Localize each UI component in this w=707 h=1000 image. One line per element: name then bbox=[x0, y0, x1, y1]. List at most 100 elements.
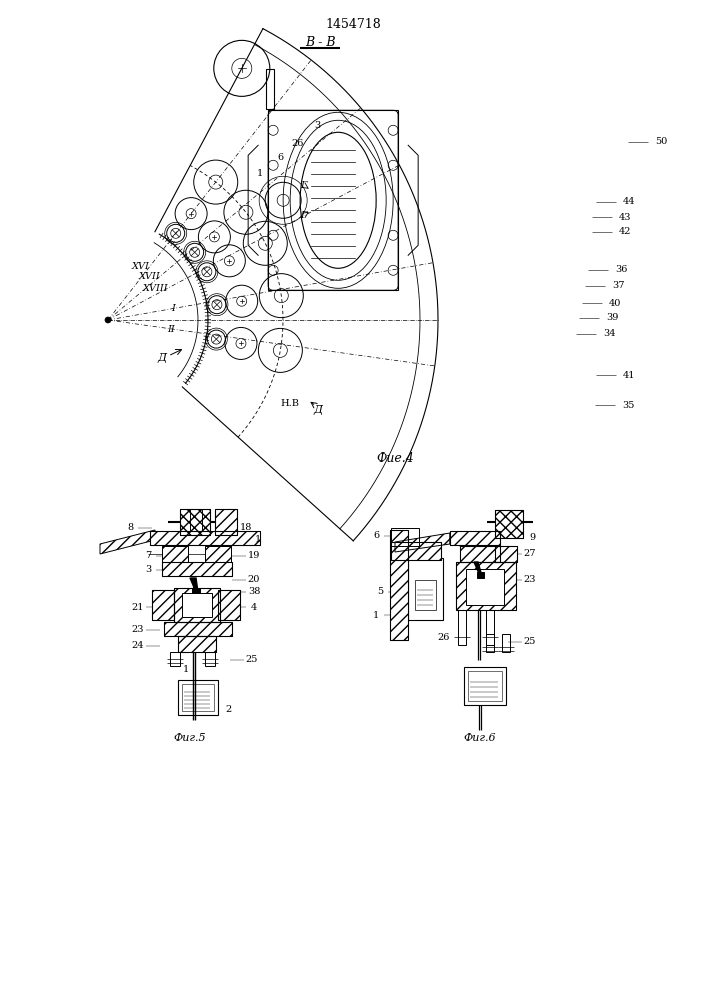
Bar bbox=[456, 562, 516, 610]
Bar bbox=[408, 558, 443, 620]
Bar bbox=[495, 546, 517, 562]
Text: 10: 10 bbox=[189, 514, 202, 522]
Text: Д: Д bbox=[313, 405, 322, 415]
Bar bbox=[477, 572, 484, 578]
Bar bbox=[458, 610, 466, 645]
Polygon shape bbox=[474, 562, 482, 576]
Bar bbox=[460, 546, 500, 562]
Text: 6: 6 bbox=[373, 532, 379, 540]
Text: 10: 10 bbox=[503, 514, 515, 522]
Bar bbox=[486, 634, 494, 652]
Text: II: II bbox=[168, 325, 175, 334]
Text: Г: Г bbox=[300, 211, 306, 220]
Text: 24: 24 bbox=[132, 642, 144, 650]
Circle shape bbox=[105, 317, 111, 323]
Bar bbox=[495, 510, 523, 538]
Text: 1: 1 bbox=[255, 536, 261, 544]
Bar bbox=[190, 509, 202, 531]
Text: 42: 42 bbox=[619, 228, 631, 236]
Text: 39: 39 bbox=[606, 314, 619, 322]
Bar bbox=[495, 510, 523, 538]
Text: XVIII: XVIII bbox=[142, 284, 168, 293]
Bar bbox=[391, 542, 441, 560]
Bar bbox=[152, 590, 174, 620]
Bar bbox=[178, 636, 216, 652]
Bar bbox=[486, 610, 494, 645]
Text: 36: 36 bbox=[615, 265, 627, 274]
Bar bbox=[391, 542, 441, 560]
Text: Д - Д: Д - Д bbox=[496, 511, 525, 521]
Text: 18: 18 bbox=[240, 524, 252, 532]
Text: 6: 6 bbox=[277, 153, 283, 162]
Bar bbox=[266, 69, 274, 109]
Polygon shape bbox=[395, 533, 450, 552]
Bar bbox=[164, 622, 232, 636]
Bar bbox=[150, 531, 260, 545]
Bar bbox=[162, 546, 188, 562]
Bar bbox=[150, 531, 260, 545]
Bar bbox=[174, 588, 220, 622]
Text: 21: 21 bbox=[132, 602, 144, 611]
Text: Н.В: Н.В bbox=[281, 399, 300, 408]
Text: Фие.4: Фие.4 bbox=[376, 452, 414, 464]
Bar bbox=[215, 509, 237, 535]
Text: 26: 26 bbox=[438, 634, 450, 643]
Bar bbox=[450, 531, 500, 545]
Text: Фиг.6: Фиг.6 bbox=[464, 733, 496, 743]
Text: 26: 26 bbox=[292, 139, 304, 148]
Text: XVI: XVI bbox=[132, 262, 150, 271]
Bar bbox=[466, 569, 504, 605]
Bar bbox=[495, 546, 517, 562]
Text: XVII: XVII bbox=[139, 272, 160, 281]
Text: I: I bbox=[171, 304, 175, 313]
Text: 9: 9 bbox=[529, 534, 535, 542]
Text: 8: 8 bbox=[127, 524, 133, 532]
Text: 34: 34 bbox=[603, 330, 616, 338]
Bar bbox=[205, 546, 231, 562]
Polygon shape bbox=[190, 578, 198, 592]
Text: 41: 41 bbox=[623, 370, 636, 379]
Text: 37: 37 bbox=[612, 282, 624, 290]
Bar bbox=[182, 593, 212, 617]
Text: 3: 3 bbox=[145, 566, 151, 574]
Bar bbox=[390, 530, 408, 640]
Text: 43: 43 bbox=[619, 213, 631, 222]
Bar bbox=[162, 562, 232, 576]
Text: 4: 4 bbox=[251, 602, 257, 611]
Text: 40: 40 bbox=[609, 298, 621, 308]
Bar bbox=[178, 636, 216, 652]
Text: 1: 1 bbox=[183, 666, 189, 674]
Text: 3: 3 bbox=[314, 120, 320, 129]
Bar bbox=[170, 652, 180, 666]
Bar bbox=[268, 110, 398, 290]
Bar bbox=[218, 590, 240, 620]
Bar bbox=[218, 590, 240, 620]
Text: 5: 5 bbox=[377, 587, 383, 596]
Bar bbox=[390, 530, 408, 640]
Text: Д: Д bbox=[158, 353, 167, 363]
Bar bbox=[164, 622, 232, 636]
Text: 1: 1 bbox=[257, 168, 263, 178]
Bar bbox=[460, 546, 500, 562]
Text: Фиг.5: Фиг.5 bbox=[174, 733, 206, 743]
Bar bbox=[391, 528, 419, 546]
Text: В - В: В - В bbox=[305, 36, 335, 49]
Circle shape bbox=[107, 319, 109, 321]
Bar bbox=[415, 580, 436, 610]
Polygon shape bbox=[100, 530, 155, 554]
Text: Г: Г bbox=[300, 181, 306, 190]
Polygon shape bbox=[450, 533, 495, 552]
Text: 20: 20 bbox=[248, 576, 260, 584]
Bar bbox=[174, 588, 220, 622]
Bar bbox=[162, 546, 188, 562]
Text: 7: 7 bbox=[145, 552, 151, 560]
Text: 1454718: 1454718 bbox=[325, 18, 381, 31]
Text: 35: 35 bbox=[622, 400, 634, 410]
Bar bbox=[468, 671, 502, 701]
Text: 25: 25 bbox=[246, 656, 258, 664]
Text: 19: 19 bbox=[248, 552, 260, 560]
Bar bbox=[215, 509, 237, 535]
Text: 50: 50 bbox=[655, 137, 667, 146]
Bar bbox=[450, 531, 500, 545]
Text: 27: 27 bbox=[524, 550, 536, 558]
